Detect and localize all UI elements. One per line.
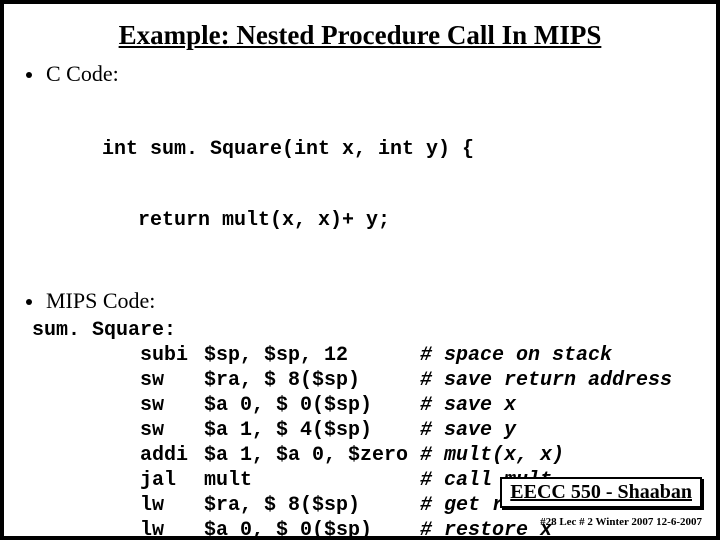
course-footer-box: EECC 550 - Shaaban [500, 477, 702, 508]
mips-op: sw [140, 393, 204, 418]
mips-row: sw $a 1, $ 4($sp) # save y [32, 418, 694, 443]
slide-title: Example: Nested Procedure Call In MIPS [26, 20, 694, 51]
c-code-heading: C Code: [26, 61, 694, 87]
mips-comment: # save return address [420, 368, 694, 393]
mips-code-heading: MIPS Code: [26, 288, 694, 314]
bullet-icon [26, 72, 32, 78]
mips-op: subi [140, 343, 204, 368]
title-part2: Nested Procedure Call In MIPS [230, 20, 602, 50]
mips-args: $ra, $ 8($sp) [204, 368, 420, 393]
mips-args: $a 0, $ 0($sp) [204, 393, 420, 418]
mips-row: sw $a 0, $ 0($sp) # save x [32, 393, 694, 418]
mips-op: sw [140, 368, 204, 393]
title-part1: Example: [119, 20, 230, 50]
mips-indent [32, 443, 140, 468]
mips-comment: # save y [420, 418, 694, 443]
mips-args: $sp, $sp, 12 [204, 343, 420, 368]
mips-row: addi $a 1, $a 0, $zero # mult(x, x) [32, 443, 694, 468]
mips-args: $ra, $ 8($sp) [204, 493, 420, 518]
slide: Example: Nested Procedure Call In MIPS C… [0, 0, 720, 540]
mips-indent [32, 343, 140, 368]
mips-op: lw [140, 518, 204, 540]
bullet-icon [26, 299, 32, 305]
c-code-label: C Code: [46, 61, 119, 87]
mips-row: sw $ra, $ 8($sp) # save return address [32, 368, 694, 393]
mips-args: $a 1, $a 0, $zero [204, 443, 420, 468]
mips-indent [32, 393, 140, 418]
mips-args: mult [204, 468, 420, 493]
mips-comment: # mult(x, x) [420, 443, 694, 468]
course-footer-text: EECC 550 - Shaaban [510, 481, 692, 503]
mips-proc-label: sum. Square: [32, 318, 694, 343]
mips-row: subi $sp, $sp, 12 # space on stack [32, 343, 694, 368]
mips-comment: # space on stack [420, 343, 694, 368]
mips-args: $a 0, $ 0($sp) [204, 518, 420, 540]
mips-op: lw [140, 493, 204, 518]
c-code-line: int sum. Square(int x, int y) { [102, 138, 694, 162]
mips-indent [32, 468, 140, 493]
mips-comment: # save x [420, 393, 694, 418]
mips-indent [32, 518, 140, 540]
mips-indent [32, 368, 140, 393]
mips-op: jal [140, 468, 204, 493]
c-code-line: return mult(x, x)+ y; [102, 209, 694, 233]
mips-op: sw [140, 418, 204, 443]
slide-meta: #28 Lec # 2 Winter 2007 12-6-2007 [540, 516, 702, 528]
mips-args: $a 1, $ 4($sp) [204, 418, 420, 443]
mips-indent [32, 418, 140, 443]
mips-indent [32, 493, 140, 518]
c-code-block: int sum. Square(int x, int y) { return m… [102, 91, 694, 280]
mips-code-label: MIPS Code: [46, 288, 155, 314]
mips-op: addi [140, 443, 204, 468]
